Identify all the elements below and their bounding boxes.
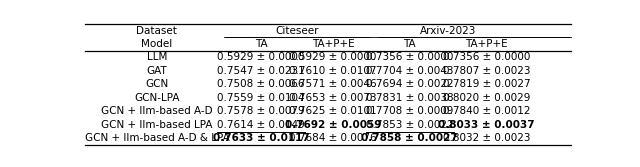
Text: TA: TA bbox=[404, 39, 416, 49]
Text: Arxiv-2023: Arxiv-2023 bbox=[420, 26, 476, 36]
Text: 0.7547 ± 0.0231: 0.7547 ± 0.0231 bbox=[217, 66, 305, 76]
Text: Citeseer: Citeseer bbox=[275, 26, 319, 36]
Text: 0.7853 ± 0.0022: 0.7853 ± 0.0022 bbox=[366, 120, 454, 130]
Text: 0.7694 ± 0.0022: 0.7694 ± 0.0022 bbox=[366, 79, 454, 89]
Text: 0.7653 ± 0.0073: 0.7653 ± 0.0073 bbox=[289, 93, 377, 103]
Text: 0.7633 ± 0.0117: 0.7633 ± 0.0117 bbox=[212, 133, 309, 143]
Text: Dataset: Dataset bbox=[136, 26, 177, 36]
Text: 0.7704 ± 0.0043: 0.7704 ± 0.0043 bbox=[366, 66, 454, 76]
Text: 0.7692 ± 0.0059: 0.7692 ± 0.0059 bbox=[285, 120, 381, 130]
Text: TA+P+E: TA+P+E bbox=[465, 39, 508, 49]
Text: GCN + llm-based A-D & LPA: GCN + llm-based A-D & LPA bbox=[84, 133, 229, 143]
Text: 0.5929 ± 0.0000: 0.5929 ± 0.0000 bbox=[289, 52, 377, 62]
Text: 0.7819 ± 0.0027: 0.7819 ± 0.0027 bbox=[443, 79, 531, 89]
Text: 0.7571 ± 0.0046: 0.7571 ± 0.0046 bbox=[289, 79, 377, 89]
Text: 0.7831 ± 0.0038: 0.7831 ± 0.0038 bbox=[366, 93, 454, 103]
Text: 0.8032 ± 0.0023: 0.8032 ± 0.0023 bbox=[443, 133, 531, 143]
Text: GCN + llm-based LPA: GCN + llm-based LPA bbox=[101, 120, 212, 130]
Text: 0.7708 ± 0.0009: 0.7708 ± 0.0009 bbox=[366, 106, 454, 116]
Text: 0.5929 ± 0.0000: 0.5929 ± 0.0000 bbox=[218, 52, 305, 62]
Text: GAT: GAT bbox=[147, 66, 167, 76]
Text: 0.8020 ± 0.0029: 0.8020 ± 0.0029 bbox=[443, 93, 531, 103]
Text: 0.7578 ± 0.0079: 0.7578 ± 0.0079 bbox=[217, 106, 305, 116]
Text: GCN: GCN bbox=[145, 79, 168, 89]
Text: GCN + llm-based A-D: GCN + llm-based A-D bbox=[101, 106, 212, 116]
Text: Model: Model bbox=[141, 39, 173, 49]
Text: 0.7559 ± 0.0104: 0.7559 ± 0.0104 bbox=[217, 93, 305, 103]
Text: 0.7508 ± 0.0066: 0.7508 ± 0.0066 bbox=[218, 79, 305, 89]
Text: 0.7625 ± 0.0101: 0.7625 ± 0.0101 bbox=[289, 106, 377, 116]
Text: 0.7858 ± 0.0027: 0.7858 ± 0.0027 bbox=[362, 133, 458, 143]
Text: TA+P+E: TA+P+E bbox=[312, 39, 355, 49]
Text: 0.7356 ± 0.0000: 0.7356 ± 0.0000 bbox=[366, 52, 454, 62]
Text: 0.7807 ± 0.0023: 0.7807 ± 0.0023 bbox=[443, 66, 531, 76]
Text: 0.7614 ± 0.0149: 0.7614 ± 0.0149 bbox=[217, 120, 305, 130]
Text: LLM: LLM bbox=[147, 52, 167, 62]
Text: GCN-LPA: GCN-LPA bbox=[134, 93, 180, 103]
Text: 0.7840 ± 0.0012: 0.7840 ± 0.0012 bbox=[443, 106, 531, 116]
Text: 0.7356 ± 0.0000: 0.7356 ± 0.0000 bbox=[443, 52, 531, 62]
Text: 0.7684 ± 0.0076: 0.7684 ± 0.0076 bbox=[289, 133, 377, 143]
Text: 0.8033 ± 0.0037: 0.8033 ± 0.0037 bbox=[438, 120, 535, 130]
Text: TA: TA bbox=[255, 39, 268, 49]
Text: 0.7610 ± 0.0107: 0.7610 ± 0.0107 bbox=[289, 66, 377, 76]
